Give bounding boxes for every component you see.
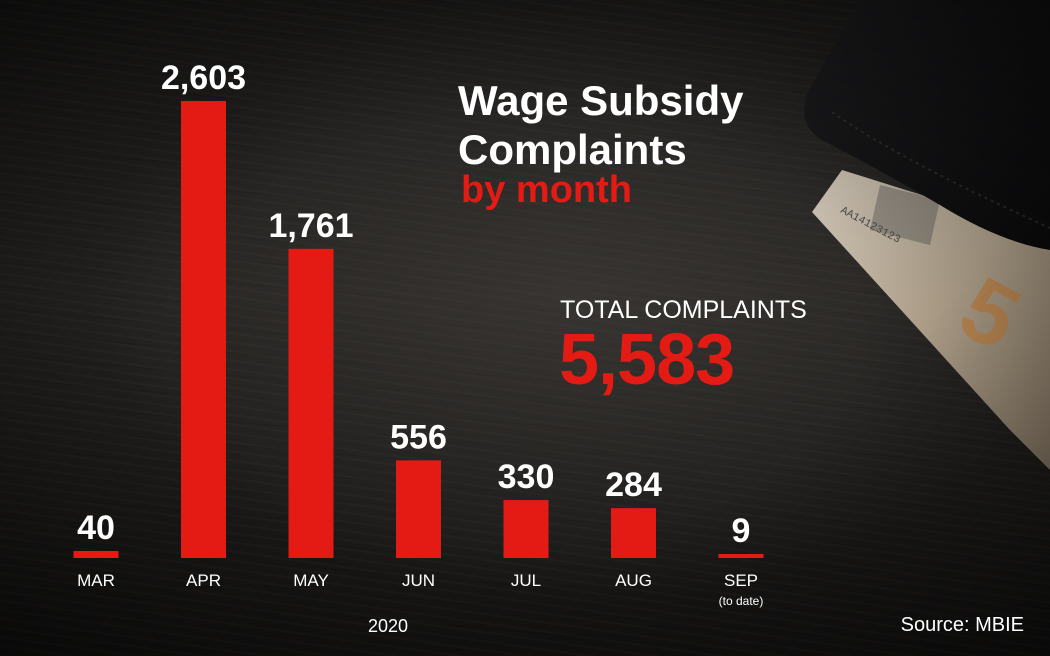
- value-label-sep: 9: [732, 512, 751, 550]
- value-label-aug: 284: [605, 466, 662, 504]
- bar-may: [288, 248, 334, 558]
- category-label-apr: APR: [186, 571, 221, 590]
- category-label-may: MAY: [293, 571, 329, 590]
- bar-aug: [611, 508, 656, 558]
- category-note-sep: (to date): [719, 594, 764, 608]
- bar-sep: [718, 554, 764, 558]
- category-label-jun: JUN: [402, 571, 435, 590]
- chart-title: Wage Subsidy Complaints: [458, 77, 744, 173]
- bar-mar: [73, 550, 119, 558]
- category-label-aug: AUG: [615, 571, 652, 590]
- total-complaints-value: 5,583: [559, 320, 735, 400]
- value-label-jun: 556: [390, 418, 447, 456]
- category-label-mar: MAR: [77, 571, 115, 590]
- chart-subtitle: by month: [461, 169, 632, 211]
- category-label-jul: JUL: [511, 571, 541, 590]
- total-complaints-label: TOTAL COMPLAINTS: [560, 296, 807, 324]
- bar-jun: [396, 460, 441, 558]
- category-label-sep: SEP: [724, 571, 758, 590]
- value-label-jul: 330: [498, 458, 555, 496]
- value-label-mar: 40: [77, 509, 115, 547]
- bar-apr: [181, 101, 226, 558]
- x-axis-label: 2020: [368, 616, 408, 636]
- source-note: Source: MBIE: [900, 614, 1024, 636]
- value-label-apr: 2,603: [161, 59, 246, 97]
- value-label-may: 1,761: [268, 207, 353, 245]
- bar-jul: [503, 500, 549, 558]
